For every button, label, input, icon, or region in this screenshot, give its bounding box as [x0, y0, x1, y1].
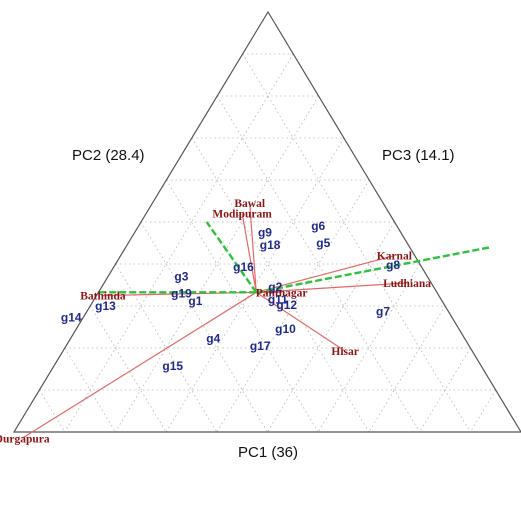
environment-vector: [241, 213, 257, 293]
environment-label: Hisar: [331, 346, 358, 358]
environment-label: Karnal: [377, 251, 412, 263]
environment-label: Modipuram: [212, 209, 272, 221]
triangle-frame: [12, 10, 521, 433]
axis-label-pc3: PC3 (14.1): [382, 147, 455, 164]
genotype-label: g17: [250, 339, 271, 353]
genotype-label: g7: [376, 304, 390, 318]
genotype-label: g2: [268, 280, 282, 294]
environment-label: Durgapura: [0, 433, 50, 445]
genotype-label: g3: [174, 270, 188, 284]
grid-line: [89, 305, 167, 433]
environment-label: Ludhiana: [383, 278, 431, 290]
genotype-label: g19: [171, 286, 192, 300]
genotype-label: g8: [386, 258, 400, 272]
grid-line: [419, 347, 471, 433]
frame-layer: [12, 10, 521, 433]
environment-vector: [256, 282, 408, 293]
environment-vector: [256, 255, 395, 293]
environment-label: Bawal: [234, 198, 265, 210]
grid-line: [368, 305, 446, 433]
grid-line: [469, 389, 497, 433]
genotype-label: g15: [162, 359, 183, 373]
environment-vector: [255, 291, 346, 352]
genotype-label: g14: [61, 311, 82, 325]
genotype-label: g16: [233, 260, 254, 274]
grid-line: [64, 347, 116, 433]
environment-label: Bathinda: [80, 291, 126, 303]
axis-label-pc1: PC1 (36): [238, 444, 298, 461]
sector-layer: [99, 221, 491, 294]
grid-layer: [39, 53, 497, 433]
grid-line: [267, 221, 395, 433]
grid-line: [317, 263, 421, 433]
genotype-label: g10: [275, 322, 296, 336]
genotype-label: g13: [95, 299, 116, 313]
genotype-label: g11: [268, 293, 288, 307]
genotype-label: g5: [316, 236, 330, 250]
sector-line: [205, 221, 258, 294]
environment-vector: [249, 203, 257, 293]
grid-line: [191, 137, 370, 433]
genotype-label: g1: [188, 294, 202, 308]
grid-line: [39, 389, 66, 433]
grid-line: [140, 221, 268, 433]
genotype-label: g9: [258, 226, 272, 240]
environment-label: Pantnagar: [256, 287, 308, 299]
genotype-label: g4: [206, 332, 220, 346]
environment-vector: [21, 291, 257, 439]
grid-line: [64, 53, 294, 433]
genotype-label: g6: [311, 219, 325, 233]
genotype-label: g12: [276, 298, 297, 312]
genotype-label: g18: [260, 238, 281, 252]
axis-label-pc2: PC2 (28.4): [72, 147, 145, 164]
grid-line: [242, 53, 471, 433]
